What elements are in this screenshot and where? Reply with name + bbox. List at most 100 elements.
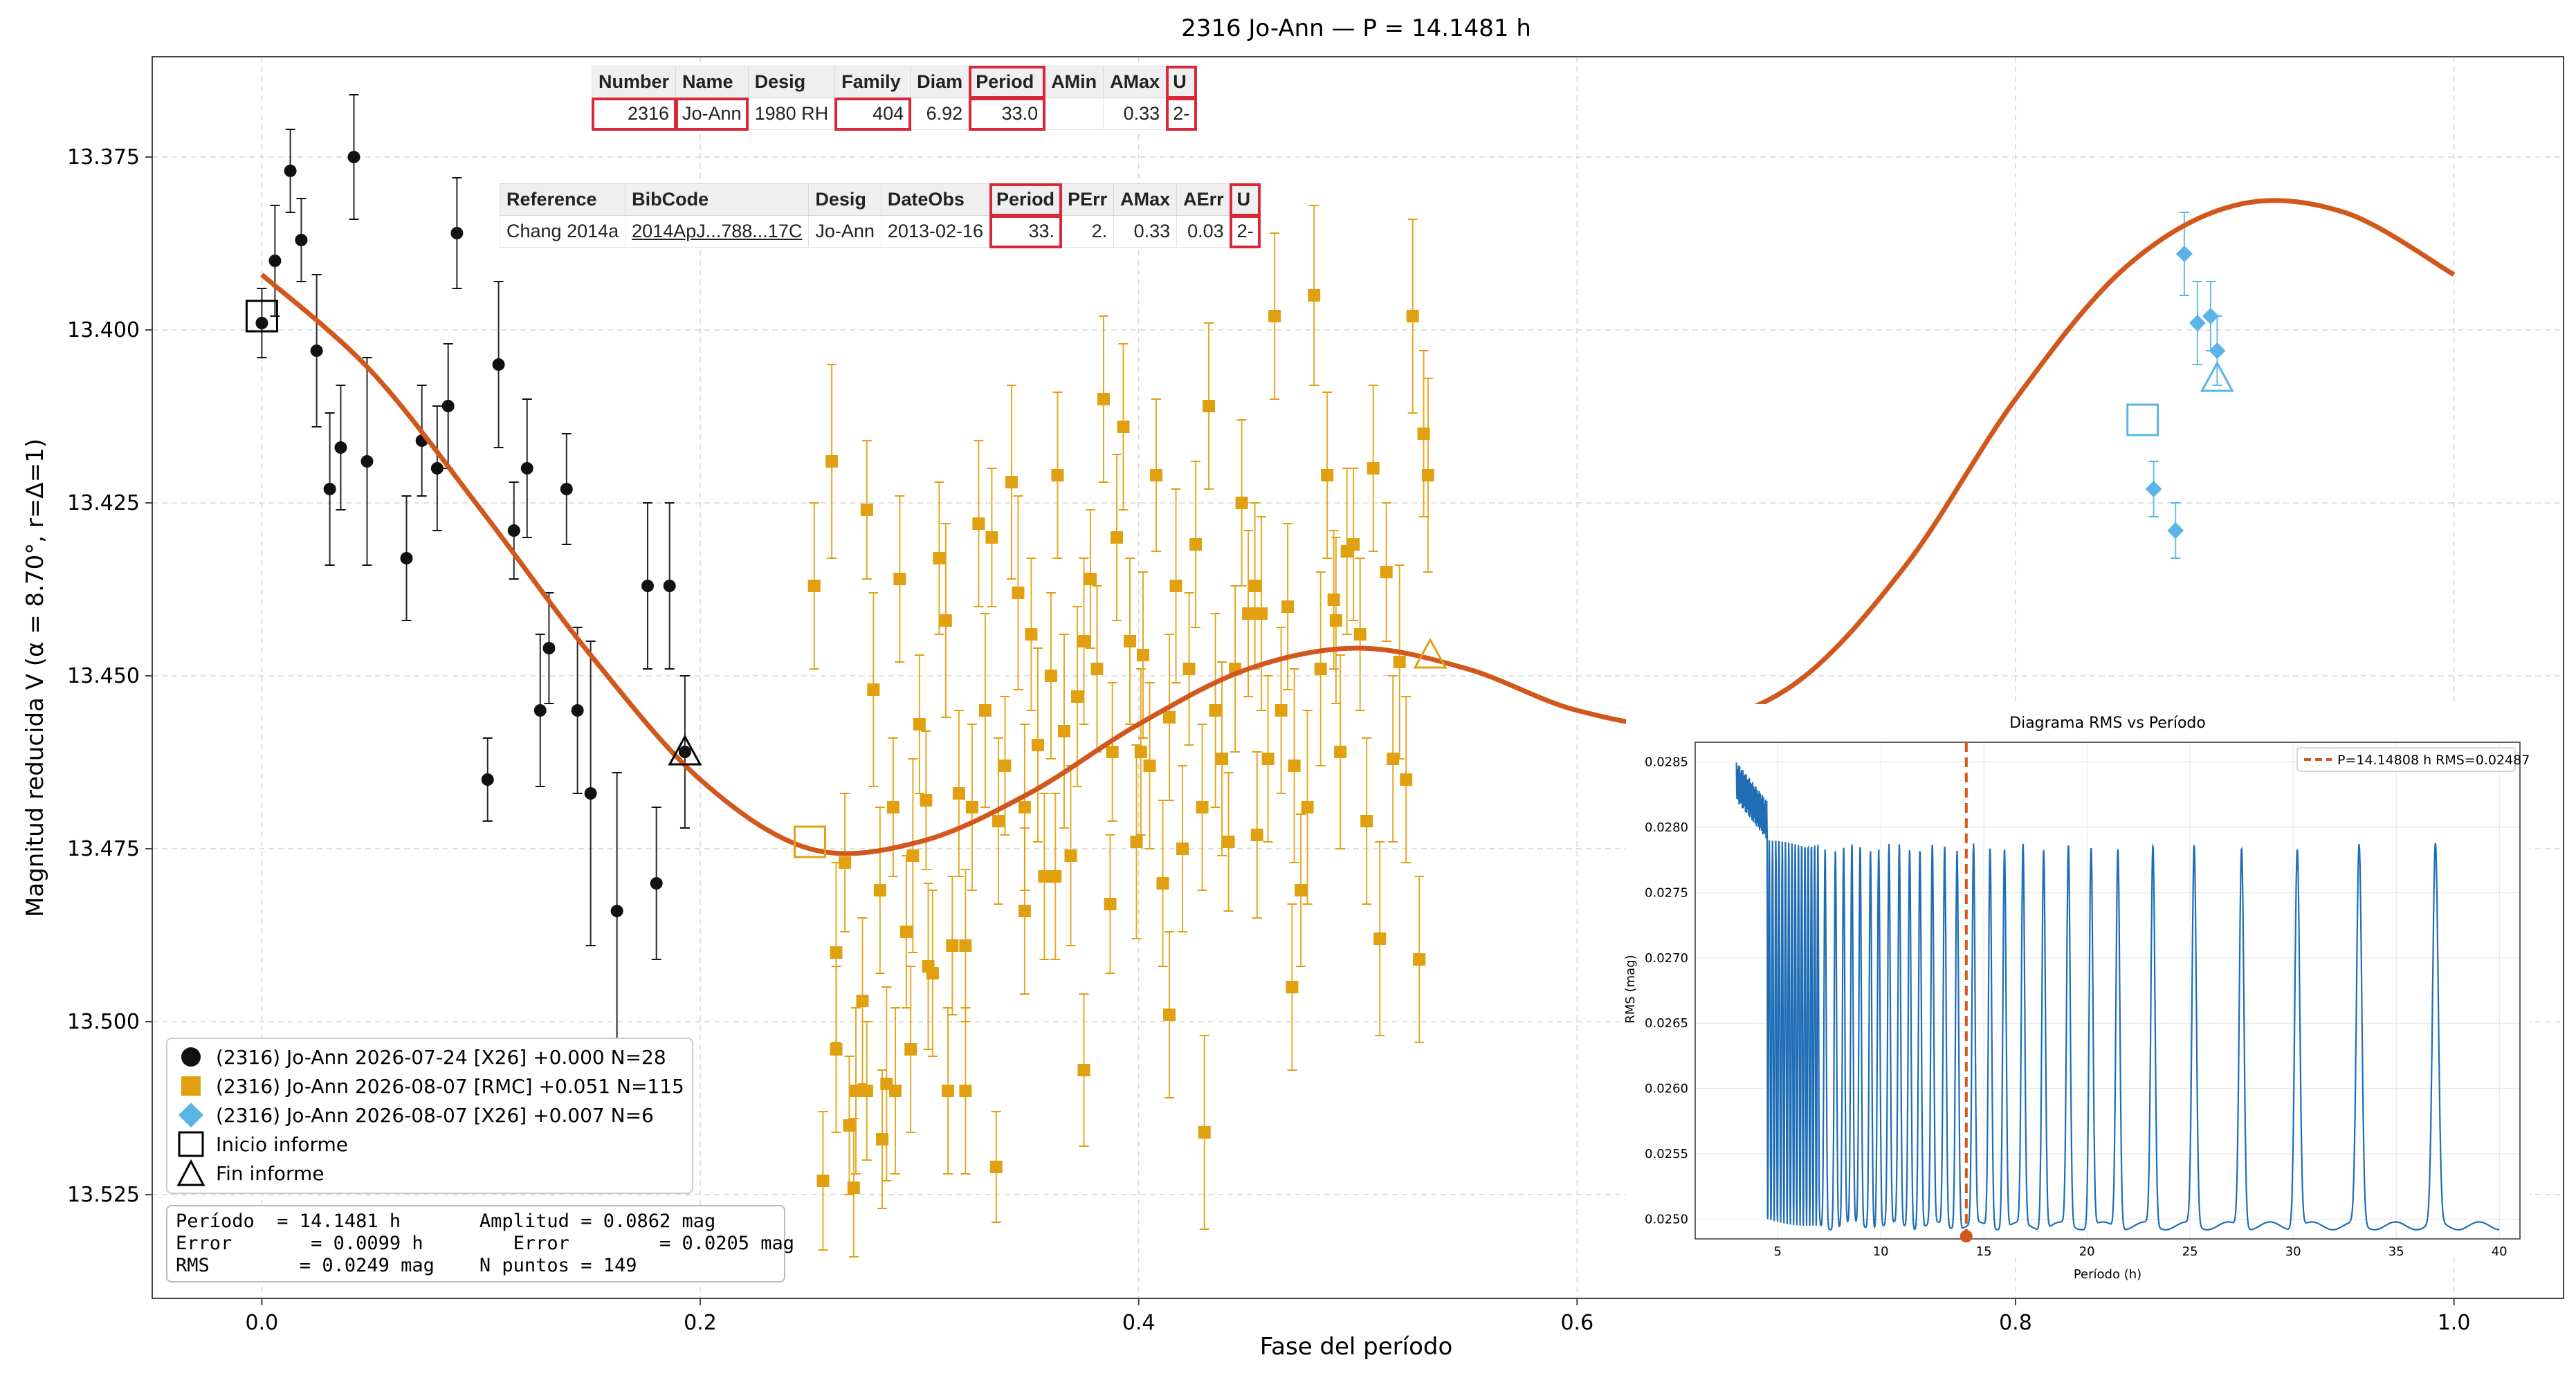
data-point xyxy=(2167,522,2184,539)
lcdb-header-desig: Desig xyxy=(747,66,836,98)
diamond-marker-icon xyxy=(179,1103,203,1128)
data-point xyxy=(985,531,998,544)
lcdb-header-u: U xyxy=(1165,65,1197,99)
data-point xyxy=(816,1175,830,1187)
ref-cell-reference: Chang 2014a xyxy=(499,215,626,248)
data-point xyxy=(1097,393,1110,405)
inset-y-tick-label: 0.0250 xyxy=(1645,1213,1688,1227)
data-point xyxy=(1216,753,1229,765)
y-tick-label: 13.475 xyxy=(67,837,140,861)
inset-background xyxy=(1626,704,2529,1258)
data-point xyxy=(571,704,584,717)
data-point xyxy=(952,787,965,800)
y-tick-label: 13.500 xyxy=(67,1010,140,1034)
inset-x-tick-label: 35 xyxy=(2388,1244,2404,1259)
inset-x-tick-label: 20 xyxy=(2079,1244,2095,1259)
inset-x-tick-label: 40 xyxy=(2492,1244,2508,1259)
data-point xyxy=(1400,773,1413,786)
data-point xyxy=(839,856,852,869)
data-point xyxy=(1406,310,1419,322)
lcdb-header-amax: AMax xyxy=(1103,66,1167,98)
data-point xyxy=(1156,877,1169,890)
lcdb-header-amin: AMin xyxy=(1044,66,1104,98)
end-report-marker xyxy=(2200,360,2234,392)
report-markers xyxy=(245,300,2234,858)
inset-x-tick-label: 30 xyxy=(2285,1244,2301,1259)
data-point xyxy=(1327,594,1340,606)
data-point xyxy=(939,614,952,627)
data-point xyxy=(933,552,946,564)
data-point xyxy=(992,815,1005,827)
data-point xyxy=(830,946,843,959)
inset-x-tick-label: 25 xyxy=(2182,1244,2198,1259)
lcdb-cell-family: 404 xyxy=(834,97,911,131)
data-point xyxy=(1038,870,1051,883)
data-point xyxy=(904,1043,917,1056)
y-tick-label: 13.525 xyxy=(67,1183,140,1207)
data-point xyxy=(1413,953,1426,966)
legend-item-end: Fin informe xyxy=(176,1159,325,1187)
lcdb-header-diam: Diam xyxy=(910,66,970,98)
data-point xyxy=(1176,843,1189,855)
x-tick-label: 0.0 xyxy=(246,1311,279,1335)
data-point xyxy=(1329,614,1342,627)
data-point xyxy=(830,1043,843,1056)
ref-cell-u: 2- xyxy=(1230,214,1261,248)
data-point xyxy=(1380,566,1393,578)
end-report-marker xyxy=(668,734,702,766)
data-point xyxy=(920,794,933,807)
data-point xyxy=(1367,462,1380,475)
data-point xyxy=(1268,310,1281,322)
data-point xyxy=(843,1119,856,1132)
data-point xyxy=(1084,573,1097,585)
data-point xyxy=(1275,704,1288,717)
data-point xyxy=(347,151,360,163)
data-point xyxy=(1334,746,1347,758)
data-point xyxy=(1049,870,1062,883)
data-point xyxy=(1250,829,1263,841)
ref-header-desig: Desig xyxy=(808,183,881,216)
lcdb-table: Number Name Desig Family Diam Period AMi… xyxy=(591,65,1197,131)
inset-title: Diagrama RMS vs Período xyxy=(2009,715,2206,732)
data-point xyxy=(965,801,978,813)
ref-cell-perr: 2. xyxy=(1061,215,1115,248)
lcdb-cell-diam: 6.92 xyxy=(910,98,970,130)
y-tick-label: 13.450 xyxy=(67,664,140,688)
x-axis-label: Fase del período xyxy=(1260,1333,1453,1361)
data-point xyxy=(1070,690,1084,703)
y-tick-label: 13.400 xyxy=(67,318,140,342)
y-axis-label: Magnitud reducida V (α = 8.70°, r=Δ=1) xyxy=(21,439,49,917)
x-tick-label: 0.2 xyxy=(684,1311,717,1335)
ref-header-dateobs: DateObs xyxy=(880,183,991,216)
open-triangle-icon xyxy=(176,1159,205,1186)
lcdb-cell-desig: 1980 RH xyxy=(747,98,836,130)
data-point xyxy=(533,704,547,717)
x-tick-label: 0.8 xyxy=(1999,1311,2032,1335)
ref-header-bibcode: BibCode xyxy=(625,183,810,216)
data-point xyxy=(1111,531,1123,544)
data-point xyxy=(913,718,926,730)
data-point xyxy=(2189,315,2206,331)
lcdb-cell-name: Jo-Ann xyxy=(675,97,749,131)
data-point xyxy=(268,255,282,267)
data-point xyxy=(847,1181,860,1194)
data-point xyxy=(1353,628,1367,641)
data-point xyxy=(1044,670,1057,682)
lcdb-header-period: Period xyxy=(968,65,1045,99)
y-tick-label: 13.375 xyxy=(67,145,140,169)
data-point xyxy=(1360,815,1373,827)
data-point xyxy=(284,165,297,177)
data-point xyxy=(825,455,839,468)
inset-y-tick-label: 0.0255 xyxy=(1645,1147,1688,1161)
data-point xyxy=(989,1161,1003,1173)
data-point xyxy=(998,760,1012,772)
data-point xyxy=(873,884,886,896)
data-point xyxy=(1090,663,1104,675)
data-point xyxy=(1281,600,1295,613)
data-point xyxy=(2145,481,2162,497)
data-point xyxy=(255,317,268,329)
data-point xyxy=(542,642,556,654)
ref-bibcode-link[interactable]: 2014ApJ...788...17C xyxy=(625,215,810,248)
ref-header-aerr: AErr xyxy=(1176,183,1231,216)
